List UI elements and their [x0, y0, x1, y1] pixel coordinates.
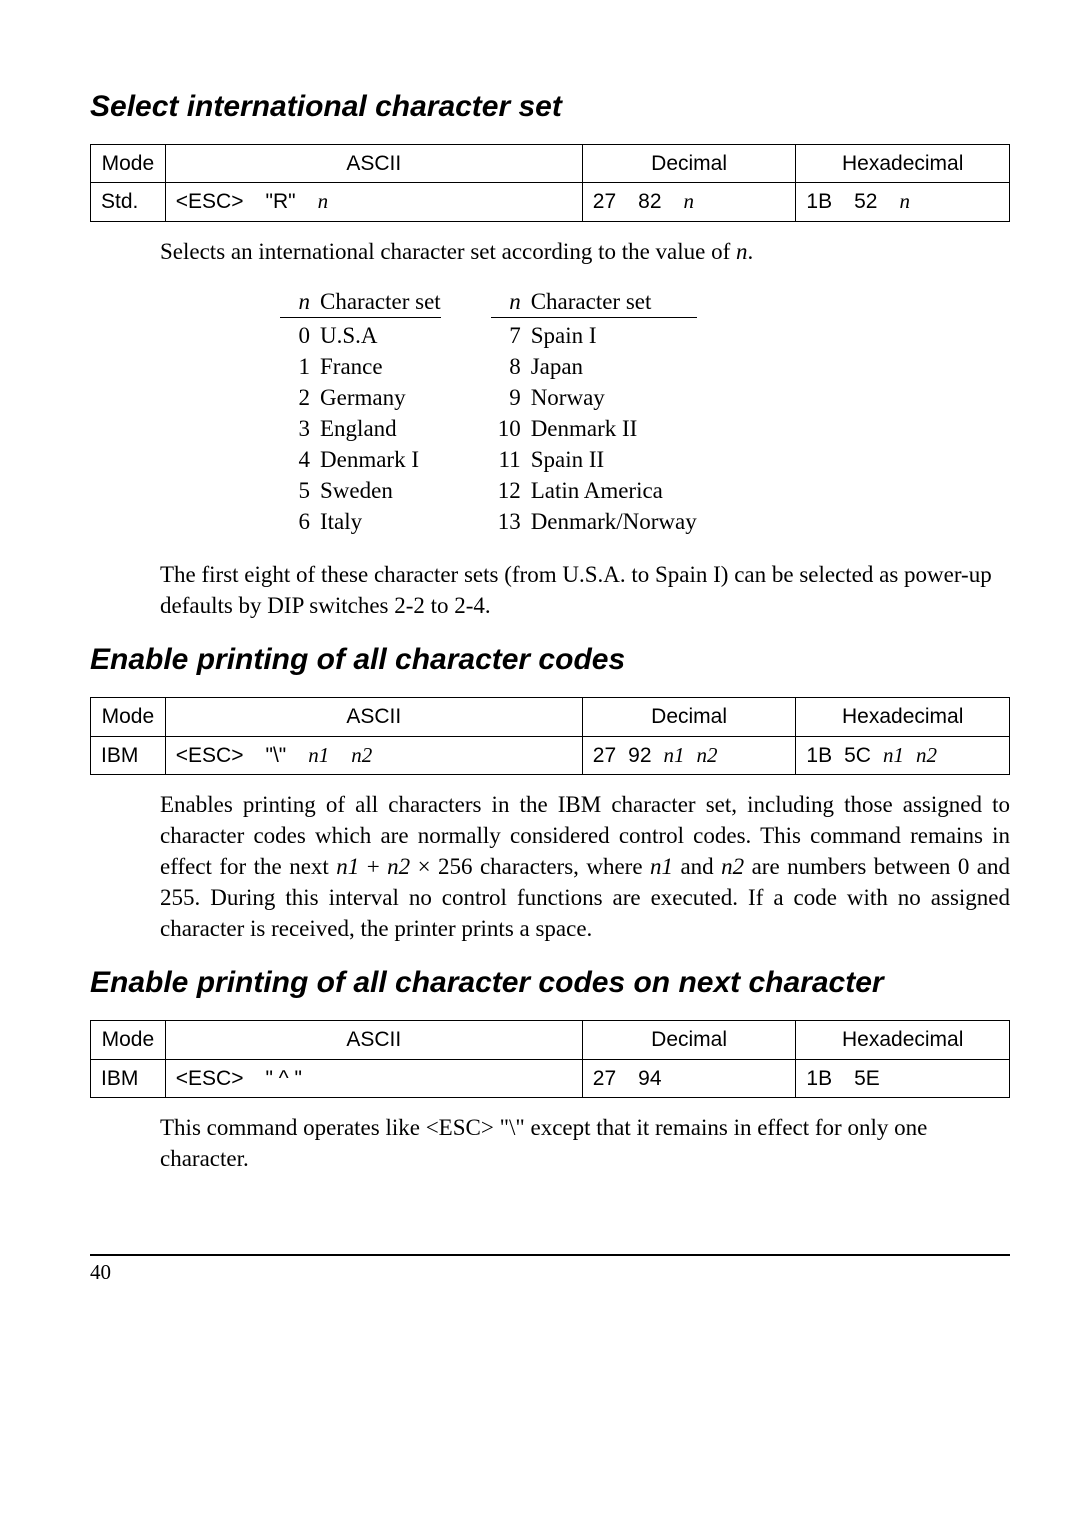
s2-hex: 1B5Cn1n2 — [796, 736, 1010, 774]
th-mode: Mode — [91, 145, 166, 183]
th-ascii: ASCII — [165, 1021, 582, 1059]
th-mode: Mode — [91, 698, 166, 736]
s2-mode: IBM — [91, 736, 166, 774]
th-hex: Hexadecimal — [796, 1021, 1010, 1059]
charset-lists: n Character set 0U.S.A 1France 2Germany … — [280, 289, 1010, 537]
section2-heading: Enable printing of all character codes — [90, 643, 1010, 677]
th-hex: Hexadecimal — [796, 698, 1010, 736]
th-ascii: ASCII — [165, 145, 582, 183]
s3-mode: IBM — [91, 1059, 166, 1097]
s1-intro: Selects an international character set a… — [160, 236, 1010, 267]
section3-heading: Enable printing of all character codes o… — [90, 966, 1010, 1000]
th-decimal: Decimal — [582, 145, 796, 183]
th-decimal: Decimal — [582, 698, 796, 736]
s1-ascii: <ESC>"R"n — [165, 183, 582, 221]
section2-table: Mode ASCII Decimal Hexadecimal IBM <ESC>… — [90, 697, 1010, 775]
s3-body: This command operates like <ESC> "\" exc… — [160, 1112, 1010, 1174]
section1-table: Mode ASCII Decimal Hexadecimal Std. <ESC… — [90, 144, 1010, 222]
s2-dec: 2792n1n2 — [582, 736, 796, 774]
s1-hex: 1B52n — [796, 183, 1010, 221]
s3-dec: 2794 — [582, 1059, 796, 1097]
s1-mode: Std. — [91, 183, 166, 221]
th-decimal: Decimal — [582, 1021, 796, 1059]
s1-footnote: The first eight of these character sets … — [160, 559, 1010, 621]
s1-dec: 2782n — [582, 183, 796, 221]
charset-left: n Character set 0U.S.A 1France 2Germany … — [280, 289, 441, 537]
s3-hex: 1B5E — [796, 1059, 1010, 1097]
th-hex: Hexadecimal — [796, 145, 1010, 183]
s2-ascii: <ESC>"\"n1n2 — [165, 736, 582, 774]
section1-heading: Select international character set — [90, 90, 1010, 124]
th-ascii: ASCII — [165, 698, 582, 736]
charset-right: n Character set 7Spain I 8Japan 9Norway … — [491, 289, 697, 537]
th-mode: Mode — [91, 1021, 166, 1059]
s2-body: Enables printing of all characters in th… — [160, 789, 1010, 944]
page-footer: 40 — [90, 1254, 1010, 1285]
page-number: 40 — [90, 1260, 111, 1284]
s3-ascii: <ESC>" ^ " — [165, 1059, 582, 1097]
section3-table: Mode ASCII Decimal Hexadecimal IBM <ESC>… — [90, 1020, 1010, 1098]
